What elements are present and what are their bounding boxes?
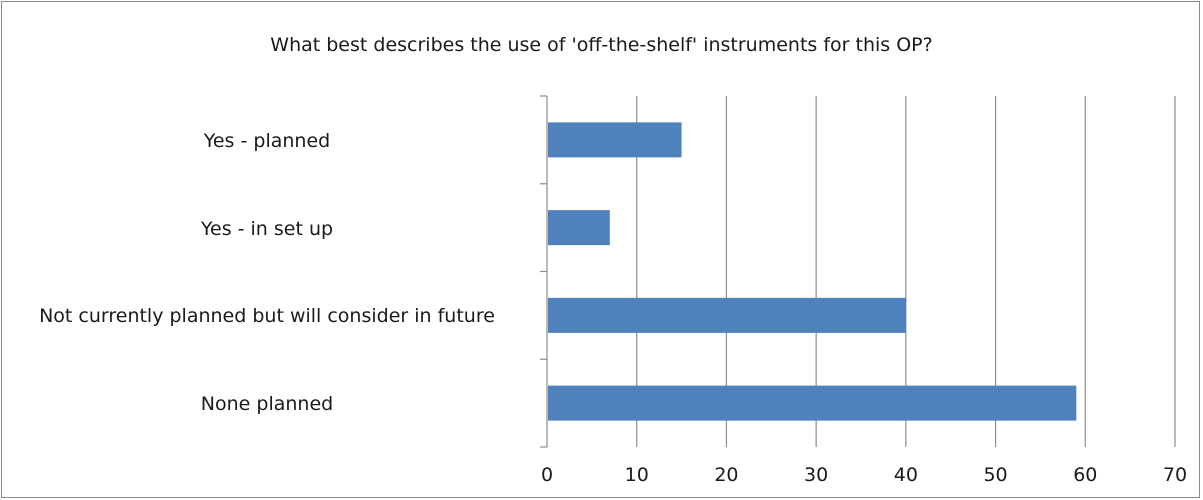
category-label: Yes - in set up [200, 217, 334, 240]
category-label: Yes - planned [203, 129, 331, 152]
bar-1 [548, 122, 682, 158]
x-tick-label: 0 [541, 464, 553, 486]
bar-3 [548, 297, 906, 333]
bar-4 [548, 385, 1077, 421]
x-tick-label: 10 [625, 464, 649, 486]
category-label: Not currently planned but will consider … [39, 305, 495, 328]
chart-title: What best describes the use of 'off-the-… [270, 34, 933, 56]
x-tick-label: 20 [714, 464, 738, 486]
x-tick-label: 50 [983, 464, 1007, 486]
category-label: None planned [200, 393, 334, 416]
x-tick-label: 70 [1163, 464, 1187, 486]
x-tick-label: 30 [804, 464, 828, 486]
bar-2 [548, 210, 610, 246]
x-tick-label: 40 [894, 464, 918, 486]
x-tick-label: 60 [1073, 464, 1097, 486]
